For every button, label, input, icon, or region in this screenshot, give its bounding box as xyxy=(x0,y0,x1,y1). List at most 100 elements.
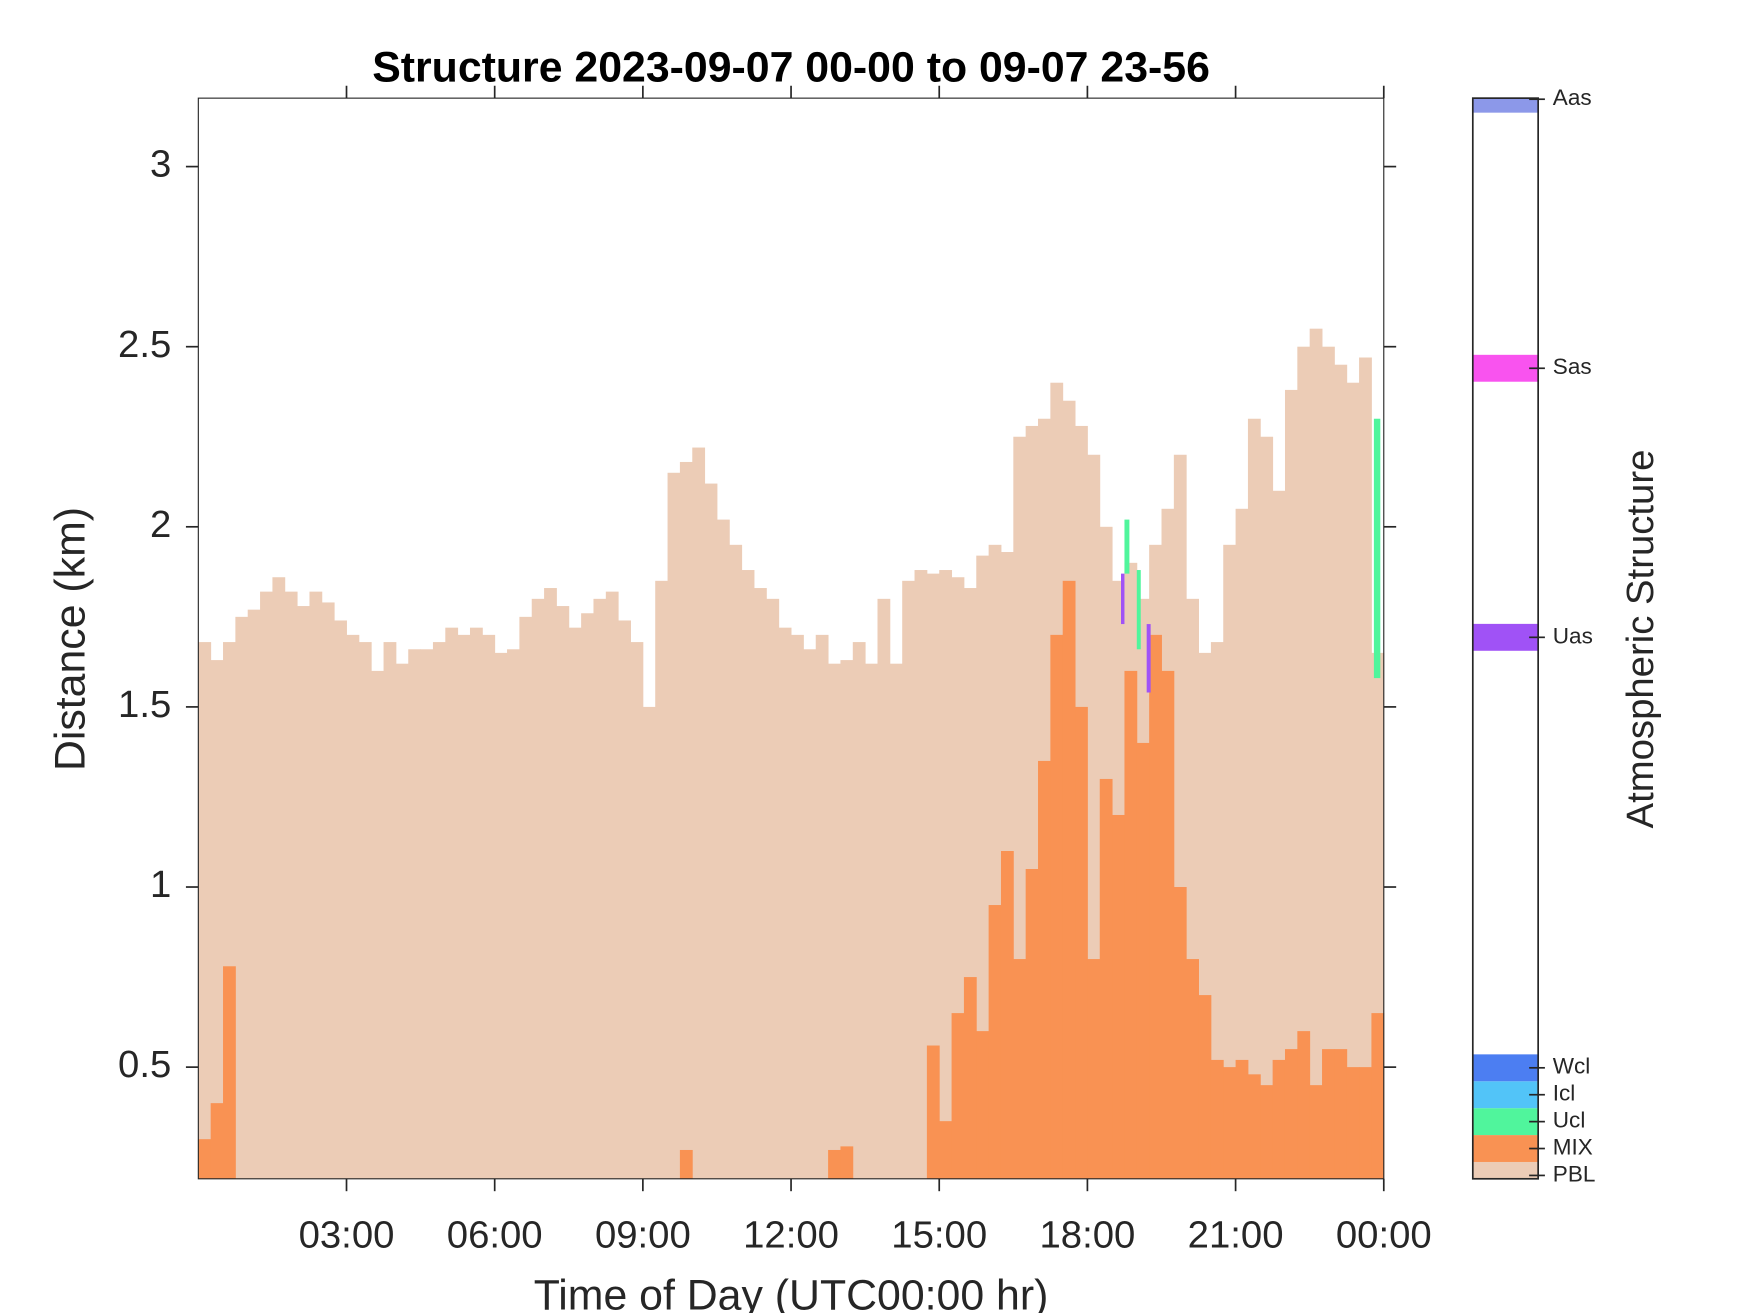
colorbar-band xyxy=(1472,1161,1539,1179)
bar xyxy=(729,544,743,1179)
bar xyxy=(469,627,483,1179)
y-tick-label: 2 xyxy=(150,503,171,546)
layer-segment xyxy=(1373,418,1381,679)
bar xyxy=(1322,1049,1335,1179)
bar xyxy=(1272,1059,1286,1179)
bar xyxy=(939,1121,953,1179)
bar xyxy=(494,652,508,1179)
colorbar-band xyxy=(1472,623,1539,651)
bar xyxy=(1309,328,1323,1179)
bar xyxy=(865,663,878,1179)
bar xyxy=(395,663,409,1179)
y-tick-label: 1.5 xyxy=(118,683,171,726)
bar xyxy=(445,627,459,1179)
bar xyxy=(457,634,471,1179)
bar xyxy=(1186,959,1199,1179)
bar xyxy=(828,663,841,1179)
bar xyxy=(1000,850,1014,1179)
bar xyxy=(630,642,644,1179)
bar xyxy=(1161,670,1175,1179)
bar xyxy=(1062,580,1076,1179)
bar xyxy=(1272,490,1286,1179)
x-tick-label: 06:00 xyxy=(447,1214,543,1257)
bar xyxy=(1284,1049,1298,1179)
bar xyxy=(692,447,706,1179)
y-tick-label: 3 xyxy=(150,143,171,186)
bar xyxy=(988,905,1002,1179)
x-tick-label: 00:00 xyxy=(1336,1214,1432,1257)
bar xyxy=(1087,959,1101,1179)
bar xyxy=(210,660,224,1179)
bar xyxy=(642,706,656,1179)
bar xyxy=(828,1149,841,1179)
bar xyxy=(358,642,372,1179)
bar xyxy=(1247,418,1261,1179)
bar xyxy=(383,642,397,1179)
bar xyxy=(432,642,446,1179)
x-tick-label: 15:00 xyxy=(891,1214,987,1257)
colorbar-band xyxy=(1472,1081,1539,1109)
bar xyxy=(976,555,990,1179)
layer-segment xyxy=(1136,570,1141,650)
colorbar-band xyxy=(1472,98,1539,113)
bar xyxy=(1247,1074,1261,1179)
y-axis-label: Distance (km) xyxy=(47,507,95,771)
bar xyxy=(593,598,607,1179)
bar xyxy=(1099,778,1113,1179)
bar xyxy=(531,598,545,1179)
bar xyxy=(581,613,594,1179)
bar xyxy=(754,588,767,1179)
bar xyxy=(926,573,940,1179)
bar xyxy=(1173,887,1187,1179)
bar xyxy=(544,588,557,1179)
colorbar-tick-label: MIX xyxy=(1553,1134,1593,1159)
bar xyxy=(655,580,669,1179)
bar xyxy=(420,649,434,1179)
bar xyxy=(1309,1085,1323,1179)
bar xyxy=(247,609,261,1179)
bar xyxy=(840,660,854,1179)
bar xyxy=(1149,634,1162,1179)
bar xyxy=(482,634,496,1179)
bar xyxy=(902,580,915,1179)
x-tick-label: 21:00 xyxy=(1188,1214,1284,1257)
bar xyxy=(1284,389,1298,1179)
bar xyxy=(507,649,520,1179)
bar xyxy=(519,616,533,1179)
bar xyxy=(223,966,236,1179)
x-tick-label: 18:00 xyxy=(1039,1214,1135,1257)
bar xyxy=(1297,1031,1311,1179)
bar xyxy=(1025,869,1039,1179)
bar xyxy=(840,1146,854,1179)
bar xyxy=(309,591,323,1179)
bar xyxy=(321,602,335,1179)
bar xyxy=(926,1045,940,1179)
bar xyxy=(679,461,693,1179)
bar xyxy=(371,670,385,1179)
bar xyxy=(346,634,360,1179)
bar xyxy=(1112,814,1125,1179)
x-tick-label: 12:00 xyxy=(743,1214,839,1257)
bar xyxy=(235,616,249,1179)
bar xyxy=(260,591,273,1179)
bar xyxy=(963,977,977,1179)
colorbar-tick-label: Wcl xyxy=(1553,1054,1591,1079)
bar xyxy=(1075,706,1088,1179)
y-tick-label: 2.5 xyxy=(118,323,171,366)
bar xyxy=(766,598,780,1179)
bar xyxy=(1297,346,1311,1179)
colorbar-band xyxy=(1472,1054,1539,1082)
bar xyxy=(1235,1059,1249,1179)
bar xyxy=(852,642,866,1179)
bar xyxy=(914,570,928,1179)
bar xyxy=(1136,742,1150,1179)
x-tick-label: 09:00 xyxy=(595,1214,691,1257)
colorbar-tick-label: Uas xyxy=(1553,623,1593,648)
bar xyxy=(704,483,718,1179)
bar xyxy=(1038,760,1051,1179)
bar xyxy=(1235,508,1249,1179)
colorbar-band xyxy=(1472,354,1539,382)
bar xyxy=(1198,995,1212,1179)
